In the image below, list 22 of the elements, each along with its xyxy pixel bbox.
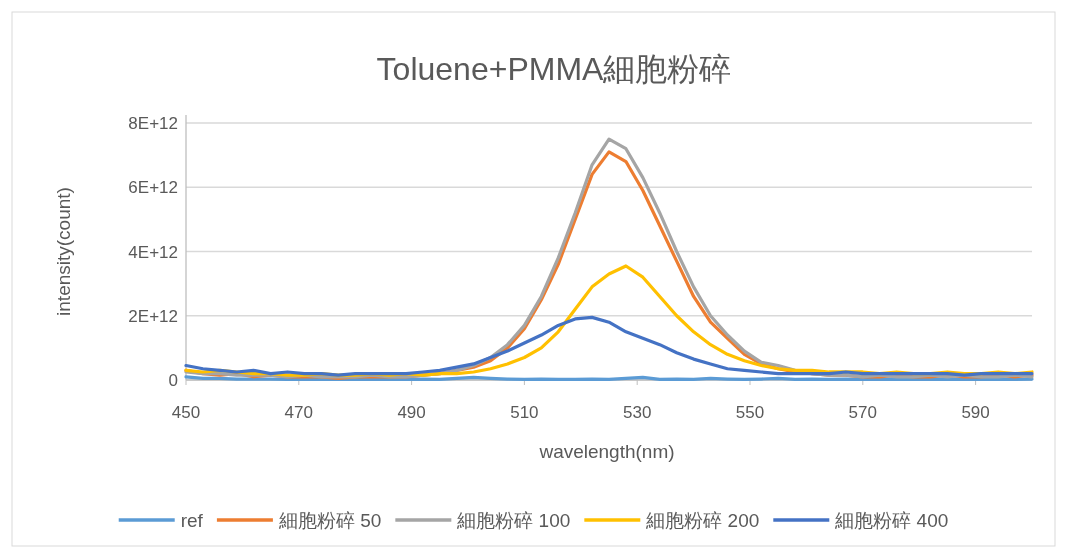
y-tick-label: 6E+12 bbox=[128, 178, 178, 198]
legend-label: 細胞粉碎 200 bbox=[645, 510, 760, 531]
y-tick-label: 4E+12 bbox=[128, 242, 178, 262]
legend-label: ref bbox=[180, 510, 204, 531]
x-tick-label: 590 bbox=[961, 403, 990, 422]
x-tick-label: 530 bbox=[623, 403, 652, 422]
y-tick-label: 2E+12 bbox=[128, 306, 178, 326]
legend-label: 細胞粉碎 100 bbox=[456, 510, 571, 531]
chart-title: Toluene+PMMA細胞粉碎 bbox=[376, 51, 732, 87]
x-tick-label: 510 bbox=[510, 403, 539, 422]
x-tick-label: 550 bbox=[735, 403, 765, 422]
x-tick-label: 450 bbox=[171, 403, 201, 422]
x-tick-label: 570 bbox=[848, 403, 877, 422]
y-tick-label: 0 bbox=[168, 371, 178, 390]
y-tick-label: 8E+12 bbox=[128, 114, 178, 133]
x-tick-label: 490 bbox=[397, 403, 426, 422]
legend-label: 細胞粉碎 400 bbox=[834, 510, 949, 531]
line-series bbox=[184, 315, 1034, 377]
y-axis-title: intensity(count) bbox=[53, 187, 74, 316]
legend-label: 細胞粉碎 50 bbox=[277, 510, 382, 531]
x-axis-title: wavelength(nm) bbox=[538, 441, 675, 462]
x-tick-label: 470 bbox=[284, 403, 313, 422]
